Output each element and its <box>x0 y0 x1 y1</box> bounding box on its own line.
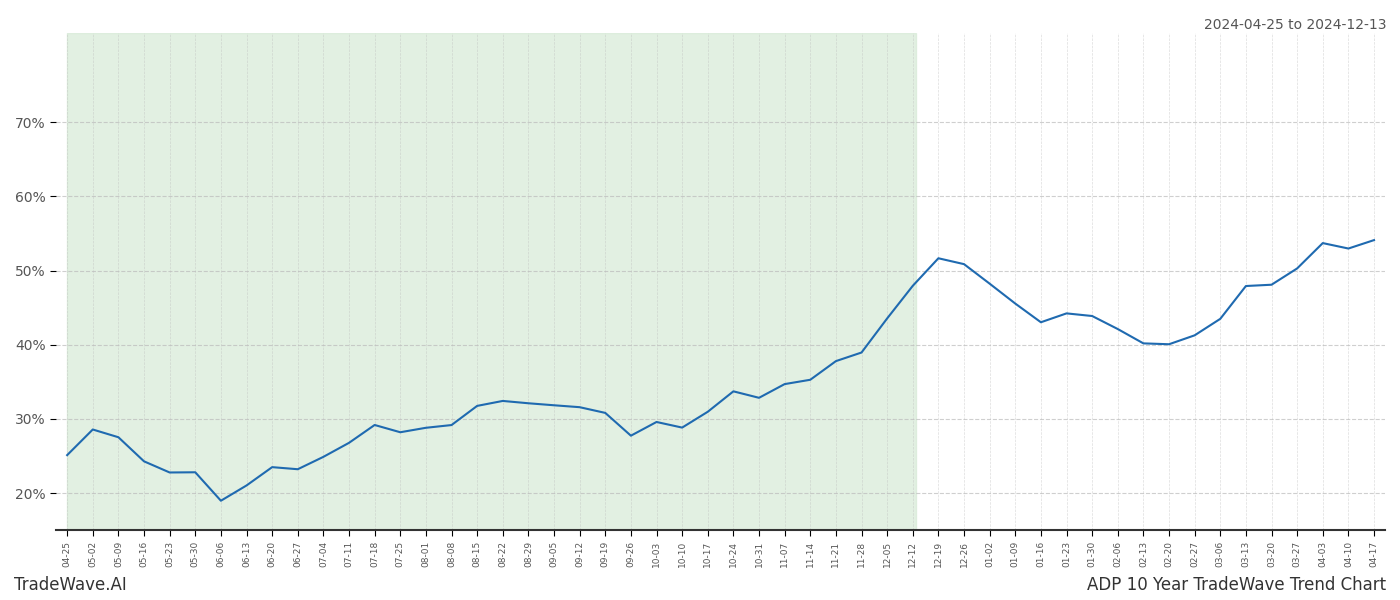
Text: 2024-04-25 to 2024-12-13: 2024-04-25 to 2024-12-13 <box>1204 18 1386 32</box>
Text: ADP 10 Year TradeWave Trend Chart: ADP 10 Year TradeWave Trend Chart <box>1086 576 1386 594</box>
Text: TradeWave.AI: TradeWave.AI <box>14 576 127 594</box>
Bar <box>67 33 917 530</box>
